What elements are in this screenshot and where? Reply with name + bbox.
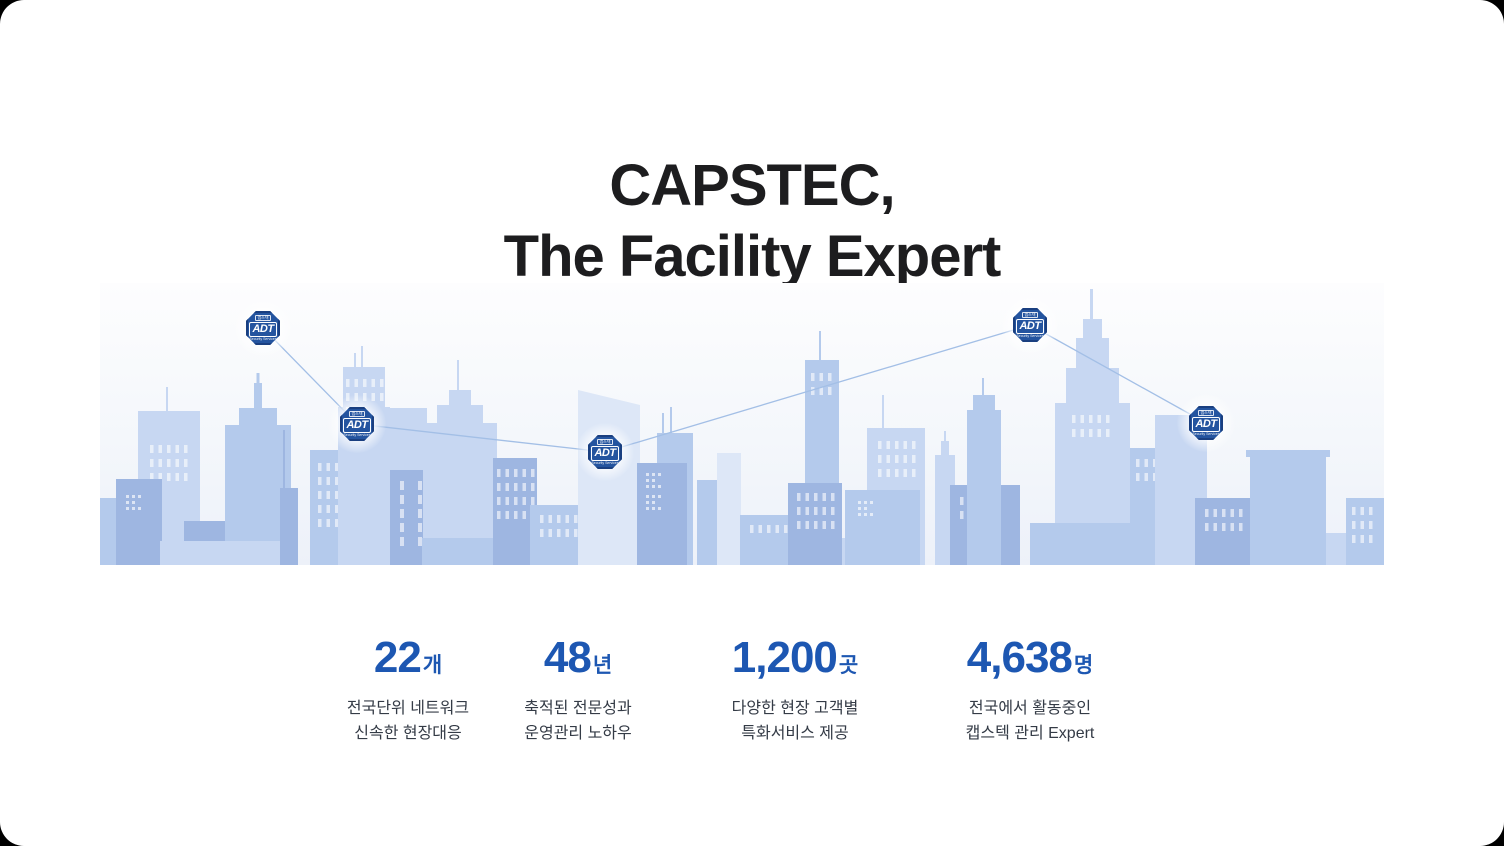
badge-bottom-label: Security Services xyxy=(1016,333,1044,338)
stat-number: 4,638 xyxy=(966,633,1073,682)
stat-value: 1,200곳 xyxy=(732,636,859,680)
stat-experts: 4,638명 전국에서 활동중인 캡스텍 관리 Expert xyxy=(966,636,1095,747)
stat-label: 다양한 현장 고객별 특화서비스 제공 xyxy=(732,697,859,747)
stat-value: 48년 xyxy=(524,636,632,680)
stat-sites: 1,200곳 다양한 현장 고객별 특화서비스 제공 xyxy=(732,636,859,747)
stat-label-line2: 운영관리 노하우 xyxy=(524,724,632,742)
page-title-line2: The Facility Expert xyxy=(503,224,1002,289)
badge-bottom-label: Security Services xyxy=(1192,431,1220,436)
adt-sign-icon: 캡스텍 ADT Security Services xyxy=(1189,406,1223,440)
badge-main-label: ADT xyxy=(249,322,277,337)
adt-badge-2: 캡스텍 ADT Security Services xyxy=(328,395,386,453)
page-title: CAPSTEC, The Facility Expert xyxy=(0,150,1504,292)
stat-label-line1: 전국에서 활동중인 xyxy=(968,700,1092,717)
adt-sign-icon: 캡스텍 ADT Security Services xyxy=(1013,308,1047,342)
stat-years: 48년 축적된 전문성과 운영관리 노하우 xyxy=(524,636,632,747)
page-title-line1: CAPSTEC, xyxy=(609,153,895,218)
badge-bottom-label: Security Services xyxy=(343,432,371,437)
badge-top-label: 캡스텍 xyxy=(597,438,613,446)
stat-network: 22개 전국단위 네트워크 신속한 현장대응 xyxy=(347,636,469,747)
badge-main-label: ADT xyxy=(1192,417,1220,432)
badge-main-label: ADT xyxy=(1016,319,1044,334)
badge-main-label: ADT xyxy=(591,446,619,461)
stat-unit: 년 xyxy=(592,654,613,677)
stat-value: 4,638명 xyxy=(966,636,1095,680)
adt-badge-4: 캡스텍 ADT Security Services xyxy=(1001,296,1059,354)
adt-sign-icon: 캡스텍 ADT Security Services xyxy=(340,407,374,441)
stat-label: 전국단위 네트워크 신속한 현장대응 xyxy=(347,697,469,747)
stat-value: 22개 xyxy=(347,636,469,680)
adt-sign-icon: 캡스텍 ADT Security Services xyxy=(246,311,280,345)
stat-label: 전국에서 활동중인 캡스텍 관리 Expert xyxy=(966,697,1095,747)
adt-badge-3: 캡스텍 ADT Security Services xyxy=(576,423,634,481)
stat-number: 48 xyxy=(543,633,592,682)
skyline-illustration: 캡스텍 ADT Security Services 캡스텍 ADT Securi… xyxy=(100,283,1384,565)
badge-top-label: 캡스텍 xyxy=(349,410,365,418)
stat-unit: 개 xyxy=(422,654,443,677)
stat-number: 1,200 xyxy=(731,633,838,682)
adt-badge-5: 캡스텍 ADT Security Services xyxy=(1177,394,1235,452)
stat-label-line1: 축적된 전문성과 xyxy=(524,700,632,717)
stat-unit: 곳 xyxy=(838,654,859,677)
city-skyline-graphic xyxy=(100,289,1384,565)
stat-label-line1: 전국단위 네트워크 xyxy=(346,700,470,717)
badge-top-label: 캡스텍 xyxy=(255,314,271,322)
badge-bottom-label: Security Services xyxy=(591,460,619,465)
stat-label-line2: 캡스텍 관리 Expert xyxy=(965,724,1095,742)
stat-label-line2: 신속한 현장대응 xyxy=(354,724,462,742)
stat-unit: 명 xyxy=(1073,654,1094,677)
stat-label-line1: 다양한 현장 고객별 xyxy=(731,700,859,717)
badge-bottom-label: Security Services xyxy=(249,336,277,341)
stat-label-line2: 특화서비스 제공 xyxy=(741,724,849,742)
badge-main-label: ADT xyxy=(343,418,371,433)
stat-number: 22 xyxy=(373,633,422,682)
badge-top-label: 캡스텍 xyxy=(1022,311,1038,319)
adt-badge-1: 캡스텍 ADT Security Services xyxy=(234,299,292,357)
adt-sign-icon: 캡스텍 ADT Security Services xyxy=(588,435,622,469)
stat-label: 축적된 전문성과 운영관리 노하우 xyxy=(524,697,632,747)
badge-top-label: 캡스텍 xyxy=(1198,409,1214,417)
